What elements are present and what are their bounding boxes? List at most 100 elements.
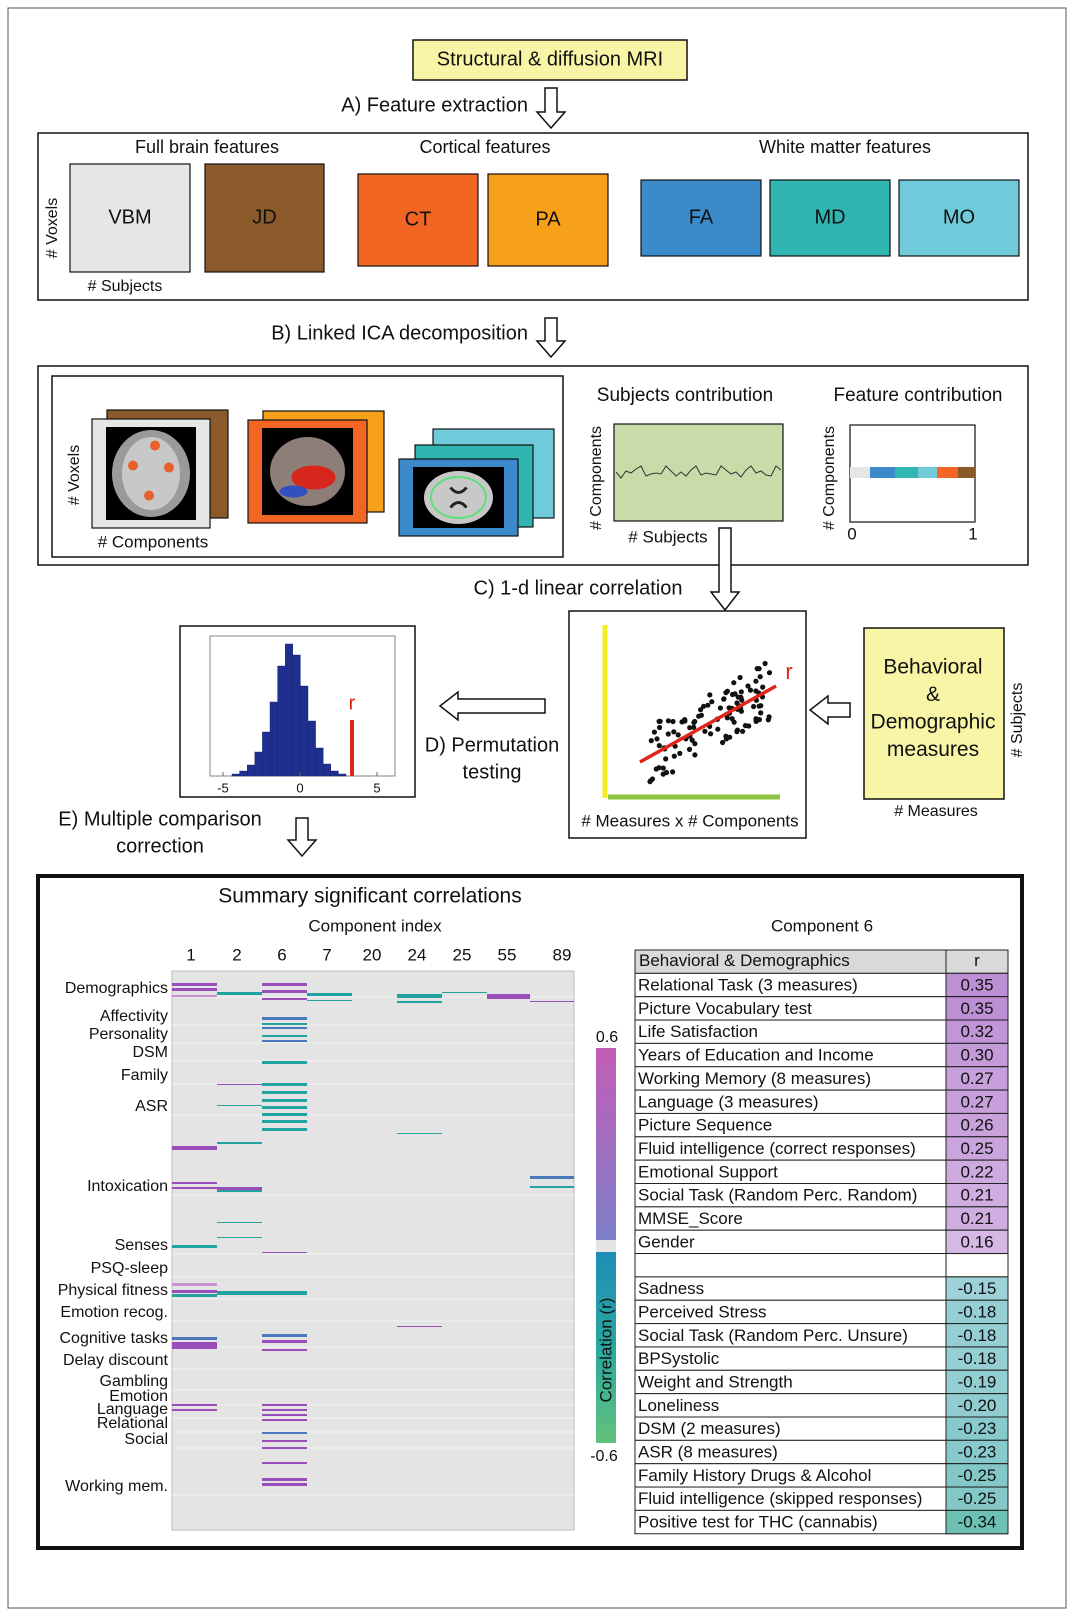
heatmap-stripe xyxy=(262,1061,307,1064)
table-cell: 0.26 xyxy=(960,1116,993,1135)
heatmap-stripe xyxy=(307,1000,352,1001)
scatter-point xyxy=(755,666,760,671)
heatmap-stripe xyxy=(262,990,307,993)
heatmap-stripe xyxy=(262,1035,307,1037)
component-index: 20 xyxy=(363,945,382,964)
step-label: E) Multiple comparison xyxy=(58,808,261,830)
heatmap-stripe xyxy=(262,1023,307,1025)
histogram-bar xyxy=(240,771,248,776)
scatter-point xyxy=(657,725,662,730)
heatmap-stripe xyxy=(217,1237,262,1238)
histogram-bar xyxy=(270,702,278,776)
component-index: 55 xyxy=(498,945,517,964)
heatmap-stripe xyxy=(262,1419,307,1421)
scatter-point xyxy=(720,740,725,745)
summary-title: Summary significant correlations xyxy=(218,885,521,908)
scatter-point xyxy=(652,730,657,735)
axis-label: # Components xyxy=(821,426,838,530)
r-label: r xyxy=(349,692,356,714)
heatmap-stripe xyxy=(262,1120,307,1123)
scatter-point xyxy=(676,732,681,737)
group-title: Cortical features xyxy=(419,137,550,157)
heatmap-stripe xyxy=(262,983,307,986)
heatmap-stripe xyxy=(262,1017,307,1020)
heatmap-stripe xyxy=(307,993,352,996)
heatmap-stripe xyxy=(262,1334,307,1337)
table-cell: 0.21 xyxy=(960,1209,993,1228)
row-label: Physical fitness xyxy=(58,1282,168,1299)
heatmap-stripe xyxy=(172,1337,217,1340)
table-cell: Social Task (Random Perc. Random) xyxy=(638,1186,917,1205)
row-label: Intoxication xyxy=(87,1178,168,1195)
table-cell: 0.16 xyxy=(960,1232,993,1251)
arrow xyxy=(711,528,739,610)
table-cell: Language (3 measures) xyxy=(638,1092,819,1111)
table-cell: -0.25 xyxy=(958,1466,997,1485)
heatmap-stripe xyxy=(172,1294,217,1297)
heatmap-stripe xyxy=(172,1245,217,1248)
scatter-point xyxy=(670,769,675,774)
colorbar xyxy=(596,1240,616,1252)
table-cell: -0.15 xyxy=(958,1279,997,1298)
axis-label: # Measures xyxy=(894,803,978,820)
row-label: Working mem. xyxy=(65,1478,168,1495)
table-cell: Fluid intelligence (skipped responses) xyxy=(638,1489,922,1508)
scatter-point xyxy=(661,772,666,777)
heatmap-stripe xyxy=(262,1083,307,1086)
scatter-point xyxy=(708,731,713,736)
scatter-point xyxy=(715,727,720,732)
scatter-point xyxy=(763,661,768,666)
row-label: Social xyxy=(124,1431,168,1448)
feature-name: PA xyxy=(535,208,561,230)
behavioral-line: measures xyxy=(887,738,979,761)
axis-label: # Measures x # Components xyxy=(581,811,798,830)
heatmap-stripe xyxy=(217,1190,262,1192)
scatter-point xyxy=(663,756,668,761)
heatmap-stripe xyxy=(262,1349,307,1351)
colorbar xyxy=(596,1048,616,1240)
row-label: Relational xyxy=(97,1415,168,1432)
scatter-point xyxy=(650,776,655,781)
heatmap-stripe xyxy=(262,1106,307,1109)
table-cell: Relational Task (3 measures) xyxy=(638,976,858,995)
histogram-bar xyxy=(331,771,339,776)
scatter-point xyxy=(677,751,682,756)
feature-name: MO xyxy=(943,206,975,228)
heatmap-stripe xyxy=(172,1346,217,1349)
axis-label: # Components xyxy=(588,426,605,530)
brain xyxy=(424,471,493,524)
histogram-bar xyxy=(255,752,263,776)
heatmap-stripe xyxy=(172,1404,217,1406)
table-cell: 0.30 xyxy=(960,1046,993,1065)
heatmap-stripe xyxy=(172,1182,217,1184)
axis-label: # Subjects xyxy=(88,278,163,295)
component-index: 7 xyxy=(322,945,331,964)
table-cell: 0.22 xyxy=(960,1162,993,1181)
histogram-bar xyxy=(316,748,324,776)
table-cell: -0.18 xyxy=(958,1349,997,1368)
colorbar-tick: -0.6 xyxy=(590,1448,618,1465)
feature-name: JD xyxy=(252,206,276,228)
axis-label: # Subjects xyxy=(1009,683,1026,758)
scatter-point xyxy=(766,717,771,722)
heatmap-stripe xyxy=(262,1462,307,1464)
axis-label: # Voxels xyxy=(66,445,83,505)
behavioral-line: Demographic xyxy=(871,711,996,734)
scatter-point xyxy=(740,729,745,734)
histogram-bar xyxy=(232,774,240,776)
histogram-bar xyxy=(285,644,293,776)
contribution-segment xyxy=(850,467,870,478)
histogram-bar xyxy=(293,655,301,776)
heatmap-stripe xyxy=(487,994,530,999)
table-cell: Family History Drugs & Alcohol xyxy=(638,1466,871,1485)
component-index: 1 xyxy=(186,945,195,964)
feature-name: VBM xyxy=(108,206,151,228)
arrow xyxy=(537,318,565,357)
scatter-point xyxy=(654,736,659,741)
contribution-segment xyxy=(937,467,958,478)
heatmap-stripe xyxy=(262,1091,307,1094)
feature-name: FA xyxy=(689,206,714,228)
activation xyxy=(150,441,160,451)
scatter-point xyxy=(709,699,714,704)
histogram-bar xyxy=(278,666,286,776)
